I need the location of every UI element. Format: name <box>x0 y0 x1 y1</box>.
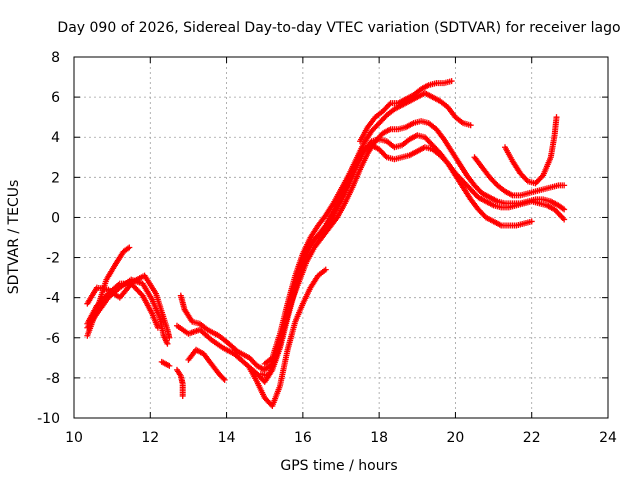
data-points <box>84 78 568 409</box>
x-axis-label: GPS time / hours <box>280 458 397 474</box>
x-tick-label: 24 <box>599 430 617 446</box>
data-point <box>528 218 535 225</box>
y-tick-label: 0 <box>51 210 60 226</box>
data-point <box>467 122 474 129</box>
y-tick-label: -2 <box>46 251 60 267</box>
data-point <box>166 362 173 369</box>
data-point <box>523 177 530 184</box>
data-point <box>179 392 186 399</box>
data-point <box>221 376 228 383</box>
data-point <box>382 152 389 159</box>
chart-title: Day 090 of 2026, Sidereal Day-to-day VTE… <box>57 20 620 36</box>
y-tick-label: 4 <box>51 130 60 146</box>
y-tick-label: 6 <box>51 90 60 106</box>
x-tick-label: 12 <box>141 430 159 446</box>
data-point <box>322 266 329 273</box>
x-tick-label: 22 <box>523 430 541 446</box>
x-tick-label: 18 <box>370 430 388 446</box>
y-tick-label: -8 <box>46 371 60 387</box>
x-tick-label: 20 <box>447 430 465 446</box>
x-tick-label: 10 <box>65 430 83 446</box>
data-point <box>220 375 227 382</box>
y-axis-label: SDTVAR / TECUs <box>6 180 22 295</box>
y-tick-label: 8 <box>51 50 60 66</box>
grid-lines <box>74 57 608 418</box>
x-tick-label: 16 <box>294 430 312 446</box>
data-point <box>164 340 171 347</box>
y-tick-label: -10 <box>37 411 60 427</box>
data-point <box>561 182 568 189</box>
data-point <box>561 216 568 223</box>
data-point <box>561 206 568 213</box>
y-tick-label: -4 <box>46 291 60 307</box>
data-point <box>448 78 455 85</box>
data-point <box>553 114 560 121</box>
plot-frame <box>73 56 609 419</box>
data-point <box>126 244 133 251</box>
y-tick-label: -6 <box>46 331 60 347</box>
y-tick-label: 2 <box>51 170 60 186</box>
data-point <box>154 324 161 331</box>
data-point <box>386 101 393 108</box>
x-tick-label: 14 <box>218 430 236 446</box>
data-point <box>538 173 545 180</box>
